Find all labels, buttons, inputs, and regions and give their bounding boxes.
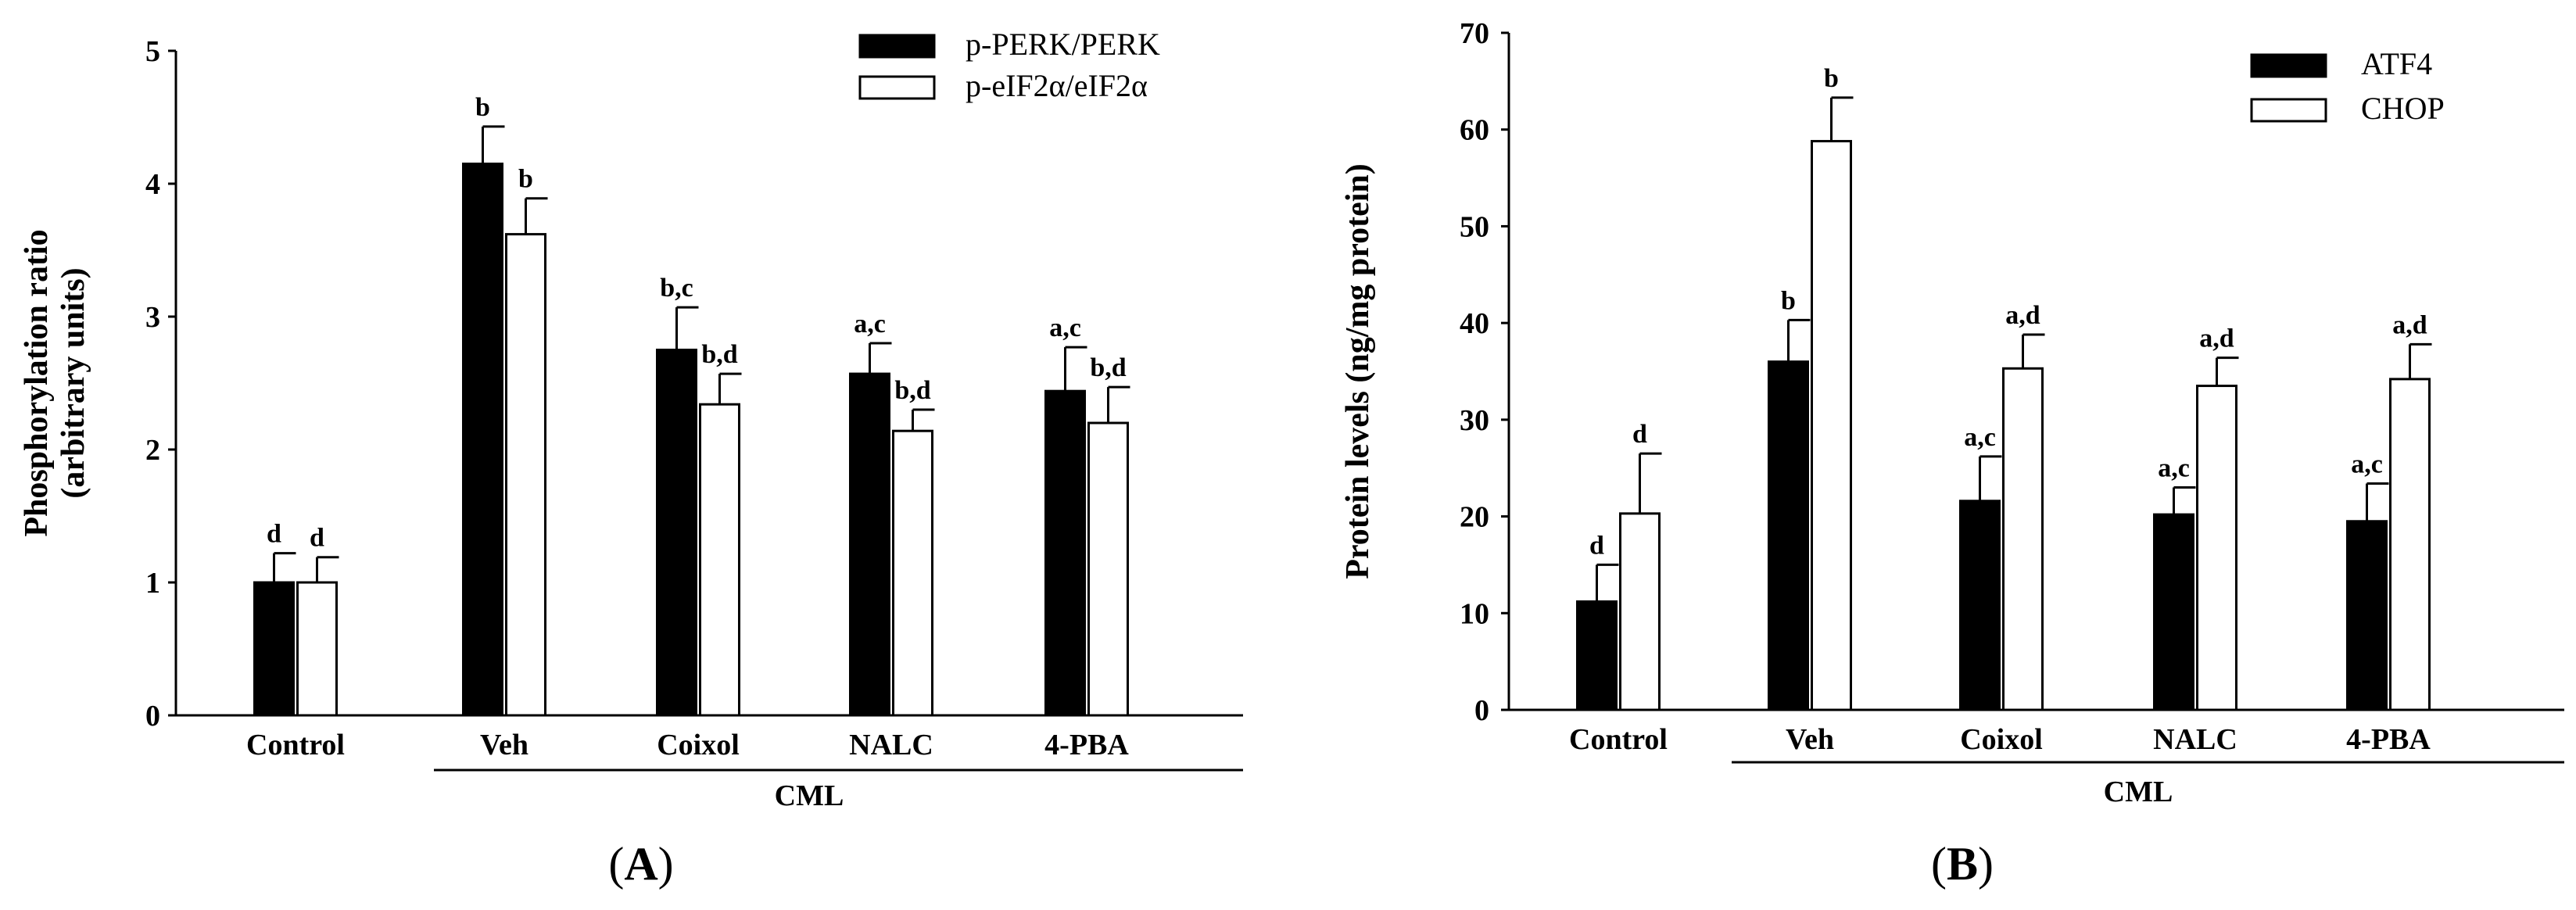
x-tick-label: Control — [1569, 723, 1668, 756]
legend-swatch — [858, 34, 936, 59]
significance-label: b — [1781, 286, 1796, 315]
significance-label: a,c — [854, 310, 886, 339]
cml-group-label: CML — [775, 779, 844, 812]
chart-panel-a: 0 1 2 3 4 5 Phosphorylation ratio (arbitrary un… — [19, 27, 1243, 812]
x-tick-label: 4-PBA — [1044, 729, 1129, 761]
significance-label: a,c — [2351, 450, 2383, 479]
legend-label: p-eIF2α/eIF2α — [966, 68, 1148, 103]
x-tick-label: Coixol — [1960, 723, 2043, 756]
bar — [656, 349, 697, 717]
significance-label: d — [267, 520, 281, 549]
bar — [1087, 421, 1129, 717]
significance-label: a,d — [2199, 324, 2234, 353]
x-tick-label: NALC — [2153, 723, 2237, 756]
bar — [699, 403, 740, 717]
significance-label: a,c — [2158, 453, 2190, 482]
y-tick-label: 0 — [1474, 694, 1489, 727]
significance-label: b — [1824, 64, 1839, 93]
significance-label: b,d — [701, 340, 737, 369]
y-tick-label: 70 — [1460, 17, 1489, 50]
y-tick-label: 3 — [145, 301, 160, 334]
x-tick-label: 4-PBA — [2346, 723, 2431, 756]
x-tick-label: Veh — [480, 729, 528, 761]
y-tick-label: 4 — [145, 168, 160, 201]
legend-swatch — [2250, 53, 2327, 78]
y-tick-label: 2 — [145, 434, 160, 467]
y-tick-label: 10 — [1460, 597, 1489, 630]
x-tick-label: Veh — [1786, 723, 1834, 756]
y-tick-label: 1 — [145, 567, 160, 600]
significance-label: b,d — [1090, 353, 1126, 382]
significance-label: d — [310, 524, 324, 553]
legend-swatch — [2250, 98, 2327, 123]
bar — [892, 429, 933, 717]
bar — [253, 581, 295, 717]
y-tick-label: 60 — [1460, 114, 1489, 147]
legend-label: CHOP — [2361, 91, 2445, 126]
bar — [2196, 385, 2237, 711]
bar — [462, 163, 503, 717]
significance-label: a,c — [1964, 423, 1996, 452]
bar — [1044, 389, 1086, 717]
significance-label: d — [1589, 531, 1604, 560]
legend-label: ATF4 — [2361, 46, 2432, 81]
y-axis-label-units: (arbitrary units) — [56, 267, 91, 498]
bar — [505, 233, 546, 717]
y-tick-label: 5 — [145, 35, 160, 68]
x-tick-label: Control — [246, 729, 345, 761]
significance-label: a,d — [2392, 310, 2427, 339]
significance-label: b — [518, 165, 533, 194]
significance-label: a,c — [1049, 313, 1081, 342]
significance-label: a,d — [2005, 301, 2040, 330]
significance-label: d — [1632, 420, 1647, 449]
panel-label-b: (B) — [1931, 838, 1994, 890]
cml-group-label: CML — [2104, 776, 2173, 808]
y-axis-label: Protein levels (ng/mg protein) — [1340, 163, 1376, 579]
bar — [2002, 367, 2044, 711]
y-tick-label: 40 — [1460, 307, 1489, 340]
bar — [1619, 512, 1661, 711]
y-tick-label: 20 — [1460, 501, 1489, 534]
bar — [849, 372, 890, 717]
y-axis-label: Phosphorylation ratio — [19, 229, 55, 536]
chart-panel-b: 0 10 20 30 40 50 60 70 Protein levels (ng/mg pro… — [1340, 17, 2564, 808]
panel-label-a: (A) — [608, 838, 673, 890]
significance-label: b,c — [660, 274, 693, 303]
legend-label: p-PERK/PERK — [966, 27, 1160, 62]
bar — [2153, 513, 2194, 711]
x-tick-label: NALC — [849, 729, 933, 761]
bar — [1768, 360, 1809, 711]
bar — [2346, 520, 2388, 711]
bar — [2389, 378, 2431, 711]
x-tick-label: Coixol — [657, 729, 740, 761]
significance-label: b,d — [894, 376, 930, 405]
y-tick-label: 0 — [145, 700, 160, 733]
y-tick-label: 30 — [1460, 404, 1489, 437]
bar — [1811, 140, 1852, 711]
bar — [1576, 600, 1618, 711]
significance-label: b — [475, 93, 490, 122]
bar — [1959, 500, 2001, 711]
y-tick-label: 50 — [1460, 210, 1489, 243]
bar — [296, 581, 338, 717]
legend-swatch — [858, 75, 936, 100]
